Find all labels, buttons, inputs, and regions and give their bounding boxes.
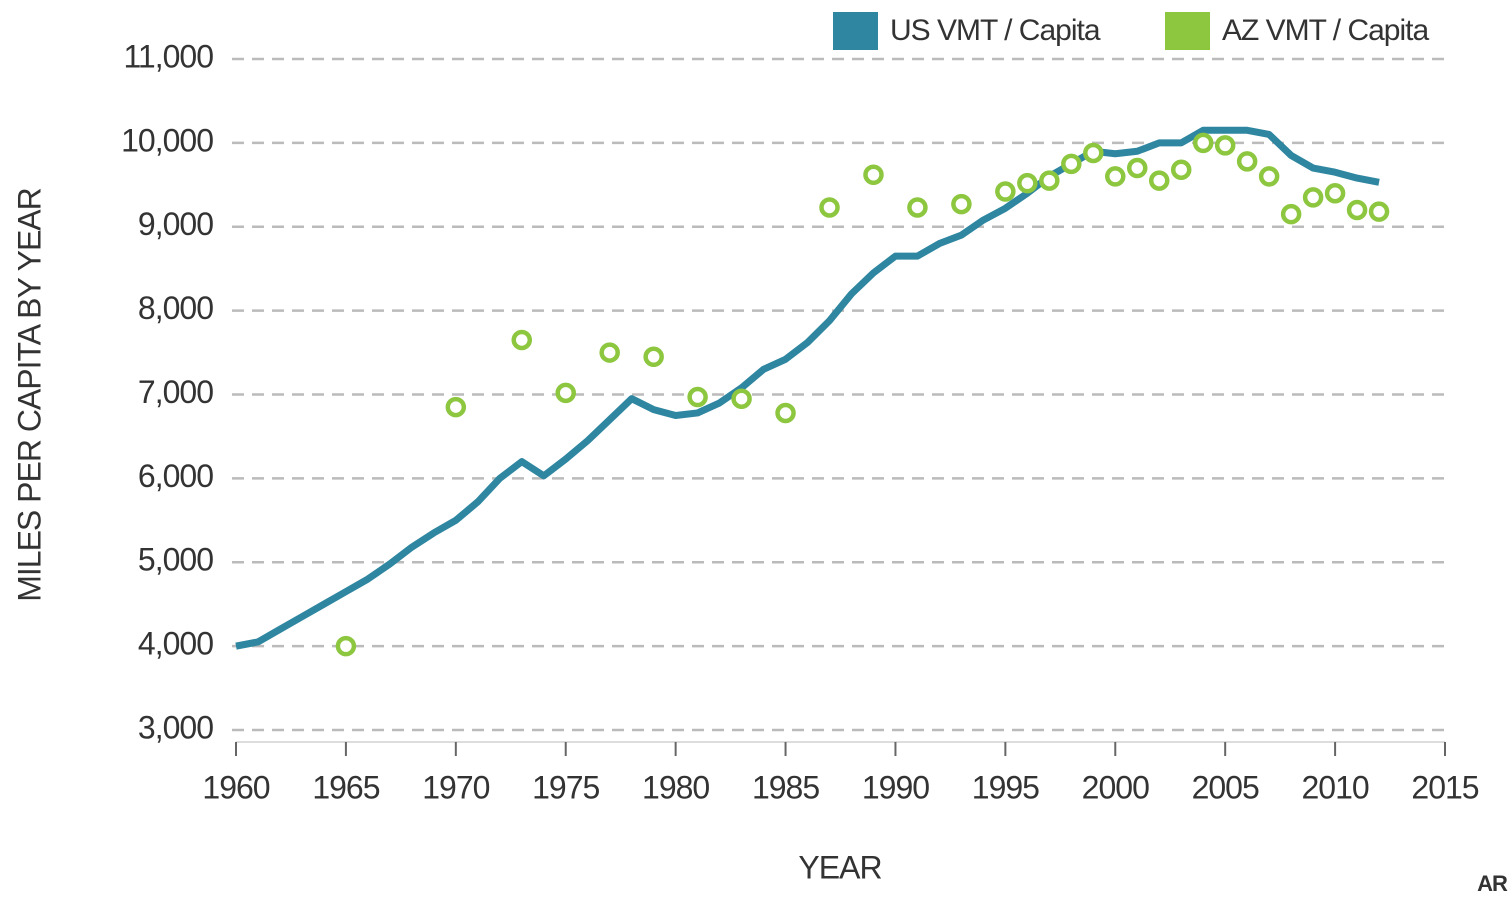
x-tick-label: 1960 xyxy=(202,769,269,805)
legend-swatch xyxy=(1165,12,1210,50)
series-line xyxy=(235,126,1380,650)
marker xyxy=(599,342,620,363)
y-tick-label: 4,000 xyxy=(138,626,213,662)
y-tick-label: 11,000 xyxy=(124,38,214,74)
marker xyxy=(511,329,533,351)
marker xyxy=(1127,157,1148,179)
marker xyxy=(1083,142,1104,164)
marker xyxy=(1192,132,1214,154)
y-axis-label: MILES PER CAPITA BY YEAR xyxy=(11,188,47,602)
marker xyxy=(863,164,884,185)
marker xyxy=(1236,151,1258,172)
marker xyxy=(555,382,576,404)
x-tick-label: 1985 xyxy=(752,769,819,805)
legend-swatch xyxy=(833,12,878,50)
marker xyxy=(1324,182,1346,204)
x-tick-label: 2010 xyxy=(1301,769,1368,805)
y-tick-label: 8,000 xyxy=(138,290,213,326)
marker xyxy=(643,346,664,368)
y-tick-label: 5,000 xyxy=(138,542,213,578)
marker xyxy=(1258,166,1280,187)
x-axis-label: YEAR xyxy=(798,849,881,885)
x-tick-label: 2005 xyxy=(1192,769,1259,805)
x-tick-label: 1965 xyxy=(312,769,379,805)
marker xyxy=(995,181,1016,202)
marker xyxy=(1017,172,1038,194)
marker xyxy=(907,197,928,218)
x-tick-label: 1970 xyxy=(422,769,489,805)
x-tick-label: 2015 xyxy=(1411,769,1478,805)
marker xyxy=(1039,170,1060,191)
marker xyxy=(1368,201,1390,222)
marker xyxy=(951,193,972,215)
x-tick-label: 1995 xyxy=(972,769,1039,805)
marker xyxy=(775,402,796,424)
x-tick-label: 1990 xyxy=(862,769,929,805)
marker xyxy=(731,388,752,409)
marker xyxy=(1214,135,1236,156)
footer: AR xyxy=(1477,871,1508,896)
y-tick-label: 6,000 xyxy=(138,458,213,494)
marker xyxy=(1346,199,1368,221)
marker xyxy=(687,386,708,408)
x-tick-label: 2000 xyxy=(1082,769,1149,805)
marker xyxy=(335,635,357,657)
marker xyxy=(1302,187,1324,208)
marker xyxy=(1105,166,1126,187)
legend-label: AZ VMT / Capita xyxy=(1222,14,1429,47)
y-tick-label: 9,000 xyxy=(138,206,213,242)
marker xyxy=(819,197,840,218)
marker xyxy=(445,396,467,418)
y-tick-label: 7,000 xyxy=(138,374,213,410)
x-tick-label: 1980 xyxy=(642,769,709,805)
y-tick-label: 3,000 xyxy=(138,709,213,745)
marker xyxy=(1148,170,1170,191)
marker xyxy=(1170,159,1192,180)
legend-label: US VMT / Capita xyxy=(890,14,1101,47)
y-tick-label: 10,000 xyxy=(121,122,213,158)
x-tick-label: 1975 xyxy=(532,769,599,805)
marker xyxy=(1280,203,1302,225)
marker xyxy=(1061,153,1082,175)
